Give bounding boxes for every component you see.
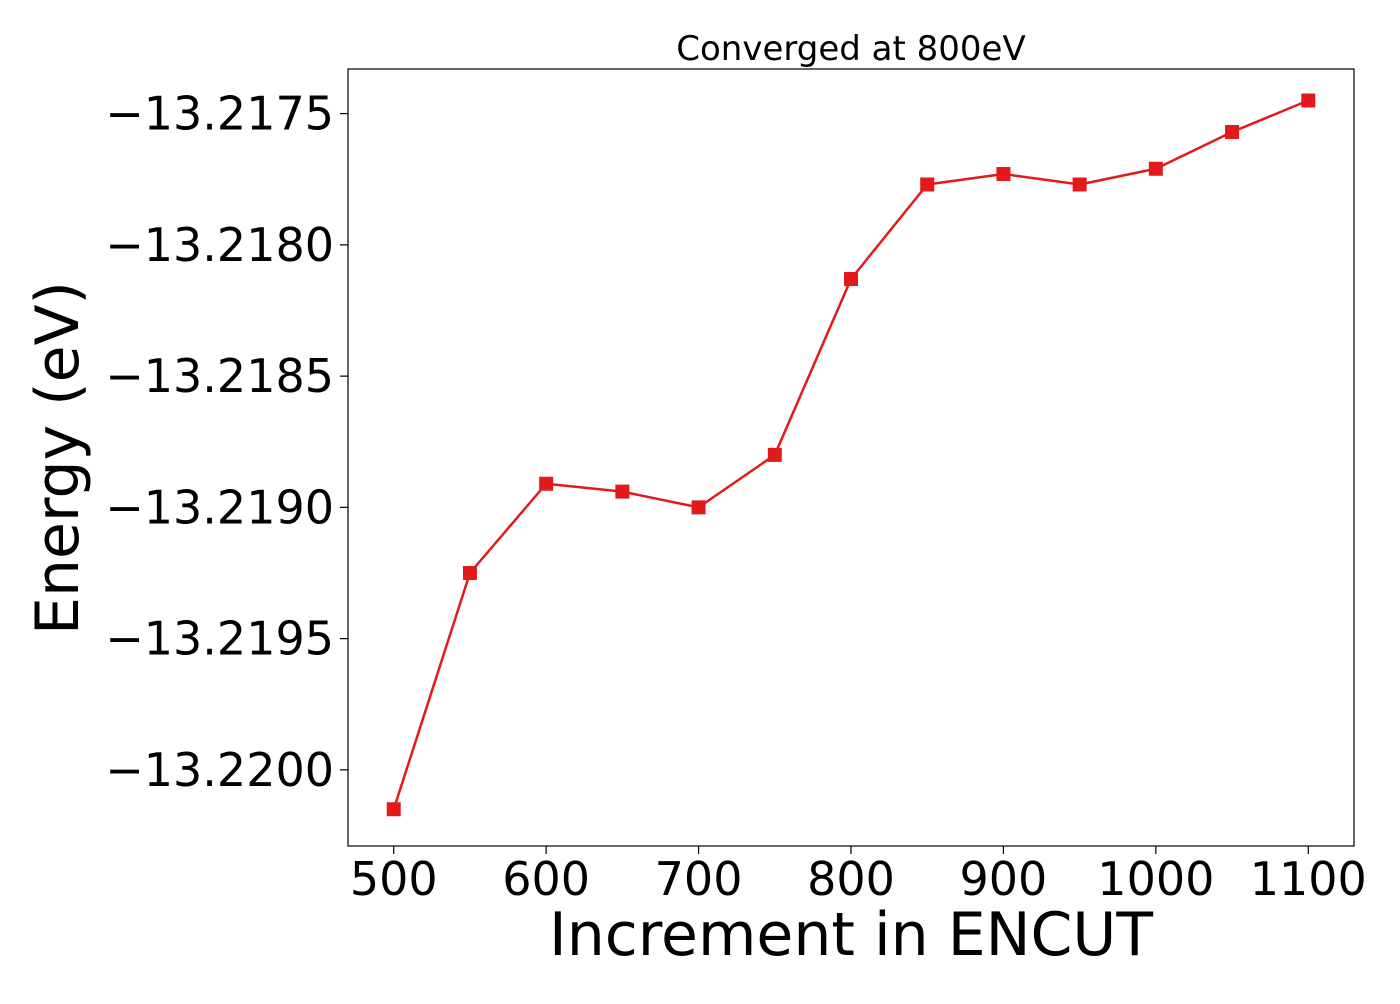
data-point-marker (920, 177, 935, 192)
y-axis-label: Energy (eV) (23, 281, 93, 635)
y-tick-label: −13.2195 (105, 612, 334, 666)
x-tick-label: 1000 (1097, 852, 1214, 906)
series-layer (386, 93, 1316, 817)
x-tick-label: 500 (350, 852, 438, 906)
data-point-marker (767, 447, 782, 462)
data-point-marker (1301, 93, 1316, 108)
data-point-marker (386, 802, 401, 817)
data-point-marker (539, 476, 554, 491)
y-tick-label: −13.2175 (105, 87, 334, 141)
data-point-marker (1225, 125, 1240, 139)
data-point-marker (615, 484, 630, 499)
x-tick-label: 800 (807, 852, 895, 906)
chart-title: Converged at 800eV (676, 29, 1025, 69)
y-tick-label: −13.2180 (105, 218, 334, 272)
y-tick-label: −13.2190 (105, 480, 334, 534)
y-axis-ticks: −13.2175 −13.2180 −13.2185 −13.2190 −13.2195… (105, 87, 348, 797)
x-tick-label: 1100 (1250, 852, 1367, 906)
x-tick-label: 600 (502, 852, 590, 906)
y-tick-label: −13.2185 (105, 349, 334, 403)
x-axis-label: Increment in ENCUT (549, 900, 1153, 970)
data-point-marker (691, 500, 706, 515)
data-point-marker (996, 167, 1011, 181)
data-point-marker (462, 566, 477, 580)
y-tick-label: −13.2200 (105, 743, 334, 797)
x-axis-ticks: 500 600 700 800 900 1000 1100 (350, 846, 1367, 906)
data-point-marker (1148, 161, 1163, 176)
x-tick-label: 700 (655, 852, 743, 906)
x-tick-label: 900 (960, 852, 1048, 906)
plot-frame (347, 68, 1355, 847)
data-point-marker (844, 272, 858, 286)
data-point-marker (1072, 177, 1087, 192)
